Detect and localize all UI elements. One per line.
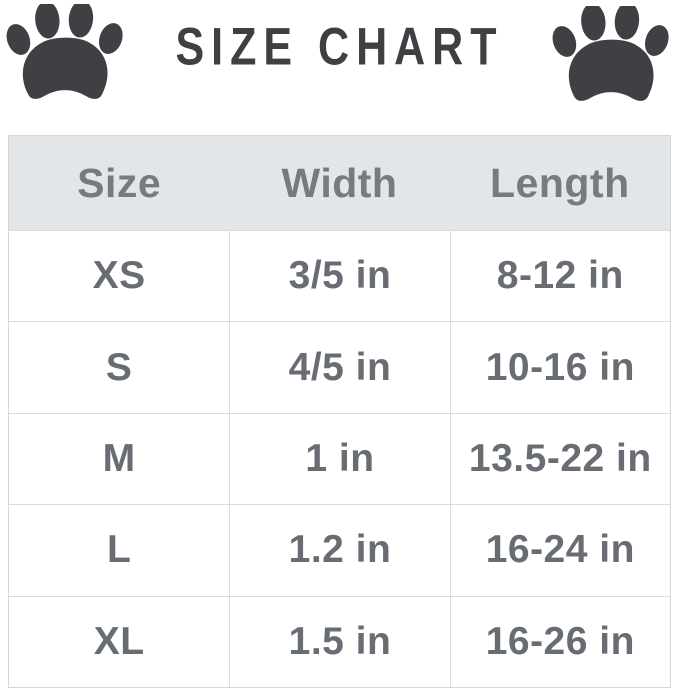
cell-width: 4/5 in (229, 321, 450, 413)
size-chart-table: Size Width Length XS 3/5 in 8-12 in S 4/… (8, 135, 671, 688)
cell-size: XS (9, 230, 230, 321)
cell-length: 16-24 in (449, 504, 670, 596)
cell-size: M (9, 412, 230, 504)
table-row: L 1.2 in 16-24 in (9, 504, 670, 596)
paw-icon (552, 6, 669, 101)
cell-width: 1.5 in (229, 595, 450, 687)
table-row: M 1 in 13.5-22 in (9, 412, 670, 505)
cell-size: S (9, 321, 230, 412)
column-header-size: Size (77, 159, 162, 206)
cell-length: 13.5-22 in (449, 412, 670, 505)
paw-icon (6, 4, 123, 99)
table-header-row: Size Width Length (9, 136, 670, 230)
table-row: S 4/5 in 10-16 in (9, 321, 670, 413)
column-header-width: Width (281, 159, 398, 206)
cell-width: 1 in (229, 412, 450, 505)
cell-width: 3/5 in (229, 230, 450, 322)
cell-size: L (9, 504, 230, 595)
page-title: SIZE CHART (175, 18, 504, 77)
column-header-length: Length (490, 159, 630, 206)
cell-length: 16-26 in (449, 595, 670, 687)
table-row: XS 3/5 in 8-12 in (9, 230, 670, 322)
cell-width: 1.2 in (229, 504, 450, 596)
cell-size: XL (9, 595, 230, 687)
cell-length: 10-16 in (449, 321, 670, 413)
table-row: XL 1.5 in 16-26 in (9, 595, 670, 687)
cell-length: 8-12 in (449, 230, 670, 322)
